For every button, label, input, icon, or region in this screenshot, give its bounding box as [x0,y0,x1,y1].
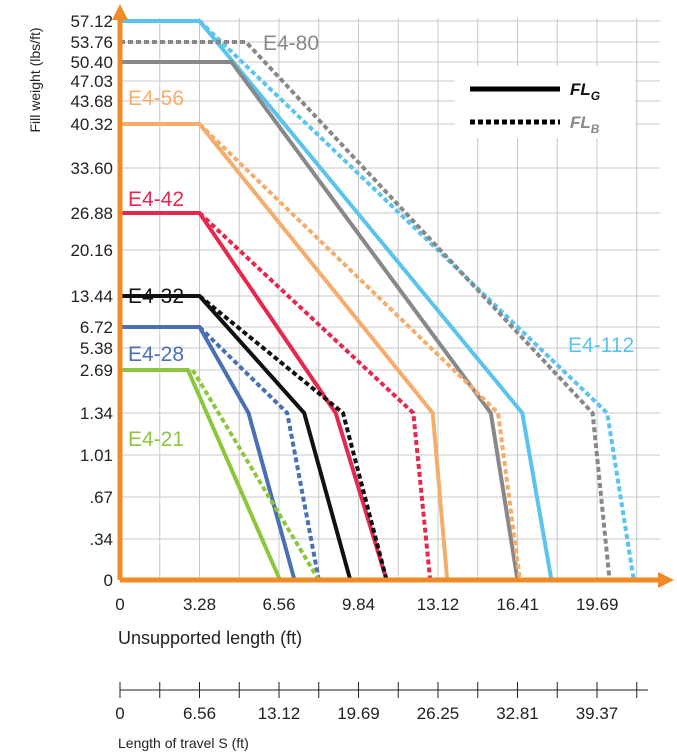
x2-tick-label: 19.69 [337,704,380,723]
y-tick-label: 43.68 [70,92,113,111]
y-tick-label: 1.01 [80,446,113,465]
series-label-e4-56: E4-56 [128,87,184,110]
y-tick-label: 5.38 [80,339,113,358]
x-tick-label: 9.84 [342,595,375,614]
axes [112,4,674,588]
series-label-e4-21: E4-21 [128,428,184,451]
legend-item-dotted: FLB [570,113,600,136]
legend-item-solid: FLG [570,80,600,103]
series-e4-42-solid-line [120,211,389,581]
x-tick-label: 16.41 [496,595,539,614]
series-e4-80-solid-line [120,60,520,581]
x-axis-arrow-icon [658,572,674,588]
secondary-x-axis: 0 6.56 13.12 19.69 26.25 32.81 39.37 [115,682,648,723]
series-e4-28-dotted-line [198,325,321,581]
x-tick-label: 6.56 [262,595,295,614]
series-e4-56-solid-line [120,122,450,581]
series-labels: E4-112 E4-80 E4-56 E4-42 E4-32 E4-28 E4-21 [128,32,634,451]
series-e4-80-dotted-line [120,40,612,581]
y-tick-label: 20.16 [70,241,113,260]
series-e4-28-solid-line [120,325,297,581]
series-label-e4-80: E4-80 [263,32,319,55]
y-tick-label: 40.32 [70,115,113,134]
series-e4-56-dotted-line [198,122,522,581]
x2-axis-title: Length of travel S (ft) [118,735,249,751]
y-tick-label: 33.60 [70,159,113,178]
y-tick-label: 47.03 [70,72,113,91]
tick-labels: 0 .34 .67 1.01 1.34 2.69 5.38 6.72 13.44 20.16 26.… [70,12,618,614]
x2-tick-label: 32.81 [496,704,539,723]
legend: FLG FLB [455,66,635,138]
y-tick-label: 2.69 [80,361,113,380]
x2-tick-label: 26.25 [417,704,460,723]
y-tick-label: .67 [89,488,113,507]
series-lines [120,19,636,582]
y-tick-label: .34 [89,530,113,549]
series-e4-32-solid-line [120,294,353,581]
series-label-e4-28: E4-28 [128,343,184,366]
x2-tick-label: 6.56 [183,704,216,723]
legend-box [455,66,635,138]
series-label-e4-42: E4-42 [128,188,184,211]
series-e4-112-solid-line [120,19,554,581]
series-e4-21-dotted-line [190,368,321,582]
x-axis-title: Unsupported length (ft) [118,628,302,648]
x2-tick-label: 0 [115,704,124,723]
series-e4-112-dotted-line [198,19,636,581]
x-tick-label: 0 [115,595,124,614]
x-tick-label: 19.69 [576,595,619,614]
series-label-e4-112: E4-112 [568,334,634,357]
series-e4-21-solid-line [120,368,282,581]
series-e4-42-dotted-line [198,211,433,581]
y-tick-label: 57.12 [70,12,113,31]
y-tick-label: 1.34 [80,404,113,423]
y-tick-label: 0 [104,571,113,590]
y-tick-label: 13.44 [70,287,113,306]
x-tick-label: 3.28 [183,595,216,614]
y-tick-label: 50.40 [70,53,113,72]
y-axis-title: Fill weight (lbs/ft) [27,27,43,132]
y-tick-label: 26.88 [70,204,113,223]
y-tick-label: 53.76 [70,33,113,52]
y-tick-label: 6.72 [80,318,113,337]
x2-tick-label: 39.37 [576,704,619,723]
x2-tick-label: 13.12 [258,704,301,723]
y-axis-arrow-icon [112,4,128,20]
x-tick-label: 13.12 [417,595,460,614]
series-e4-32-dotted-line [198,294,389,581]
series-label-e4-32: E4-32 [128,285,184,308]
